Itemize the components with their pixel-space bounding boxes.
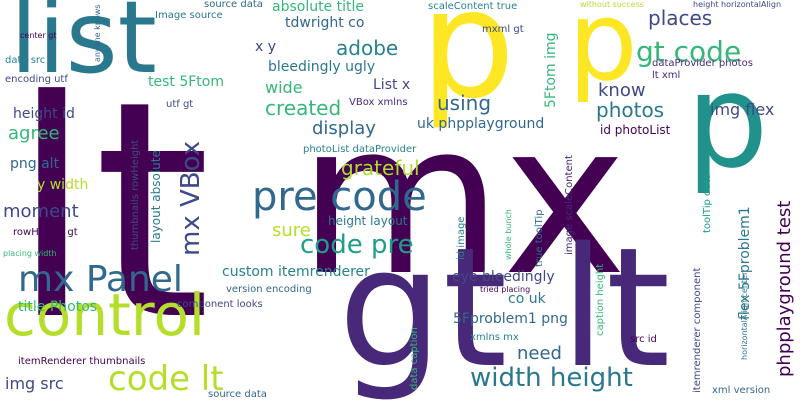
word-mx: mx xyxy=(298,77,627,322)
word-code-pre: code pre xyxy=(300,230,414,260)
word-image-scalecontent: image scaleContent xyxy=(564,155,575,255)
word-adobe: adobe xyxy=(336,36,399,60)
word-encoding-utf: encoding utf xyxy=(5,74,68,85)
word-mx-panel: mx Panel xyxy=(18,259,183,300)
word-source-data-bottom: source data xyxy=(208,389,267,400)
word-xml-version: xml version xyxy=(712,385,771,396)
word-p-teal: p xyxy=(686,45,769,197)
word-bleedingly-ugly: bleedingly ugly xyxy=(268,59,376,75)
word-mxml-gt: mxml gt xyxy=(482,24,524,35)
word-5ftom-img: 5Ftom img xyxy=(543,32,559,108)
word-caption-height: caption height xyxy=(595,263,606,336)
word-scalecontent-true: scaleContent true xyxy=(428,1,518,12)
word-component-looks: component looks xyxy=(177,299,263,310)
word-whole-bunch: whole bunch xyxy=(504,209,513,260)
word-id-image: id image xyxy=(456,216,467,260)
word-vbox-xmlns: VBox xmlns xyxy=(349,97,408,108)
word-need: need xyxy=(517,343,562,364)
word-utf-gt: utf gt xyxy=(166,99,194,110)
word-mx-vbox: mx VBox xyxy=(176,140,206,256)
word-co-uk: co uk xyxy=(508,291,546,307)
word-5fproblem1-png: 5Fproblem1 png xyxy=(453,311,568,327)
word-tdwright-co: tdwright co xyxy=(285,15,365,31)
word-grateful: grateful xyxy=(341,156,420,180)
word-list: list xyxy=(10,0,157,96)
word-id-photolist: id photoList xyxy=(600,123,671,137)
word-without-success: without success xyxy=(580,0,644,9)
word-height-id: height id xyxy=(13,106,75,122)
word-created: created xyxy=(265,96,342,120)
word-test-5ftom: test 5Ftom xyxy=(148,74,224,90)
word-wide: wide xyxy=(265,78,303,97)
word-img-src: img src xyxy=(5,374,64,393)
word-moment: moment xyxy=(3,201,79,222)
word-source-data-top: source data xyxy=(204,0,263,10)
word-y-width: y width xyxy=(37,177,89,193)
word-uk-phpplayground: uk phpplayground xyxy=(417,116,545,132)
word-display: display xyxy=(312,118,376,139)
word-tooltip-data: toolTip data xyxy=(702,173,713,233)
word-src-id: src id xyxy=(630,334,657,345)
word-tried-placing: tried placing xyxy=(480,285,531,294)
word-pre-code: pre code xyxy=(252,174,427,220)
word-using: using xyxy=(437,91,492,115)
word-phpplayground-test: phpplayground test xyxy=(774,200,795,377)
word-title-photos: title Photos xyxy=(18,299,98,315)
word-agree: agree xyxy=(8,123,60,144)
word-lt: lt xyxy=(10,37,211,386)
word-width-height: width height xyxy=(470,363,633,393)
word-p-large: p xyxy=(420,0,516,132)
word-gt-lt: gt lt xyxy=(338,212,671,400)
word-x-y: x y xyxy=(255,39,277,55)
word-dataprovider-photos: dataProvider photos xyxy=(652,58,753,69)
word-thumbnails-rowheight: thumbnails rowHeight xyxy=(130,139,141,250)
word-know: know xyxy=(598,80,646,101)
word-itemrenderer-component: itemrenderer component xyxy=(692,267,703,393)
word-code-lt: code lt xyxy=(108,359,224,399)
word-xmlns-mx: xmlns mx xyxy=(470,332,519,343)
word-list-x: List x xyxy=(373,77,411,93)
word-p-medium: p xyxy=(568,0,638,105)
word-anyone-knows: anyone knows xyxy=(93,4,102,62)
word-true-tooltip: true toolTip xyxy=(534,209,545,267)
word-gt-code: gt code xyxy=(636,35,742,68)
word-data-src: data src xyxy=(5,55,46,66)
word-absolute-title: absolute title xyxy=(272,0,365,15)
word-horizontalalign-center: horizontalAlign center xyxy=(740,271,749,360)
word-lt-xml: lt xml xyxy=(652,70,681,81)
word-rowheight-gt: rowHeight gt xyxy=(13,227,78,238)
word-photos: photos xyxy=(596,98,665,122)
word-itemrenderer-thumbnails: itemRenderer thumbnails xyxy=(18,356,146,367)
word-placing-width: placing width xyxy=(3,249,57,258)
word-version-encoding: version encoding xyxy=(226,284,312,295)
word-photolist-dataprovider: photoList dataProvider xyxy=(303,144,417,155)
word-height-horizontalalign: height horizontalAlign xyxy=(693,0,782,9)
word-layout-absolute: layout absolute xyxy=(149,150,163,243)
word-control: control xyxy=(4,281,206,349)
word-image-source: Image source xyxy=(155,10,223,21)
word-data-caption: data caption xyxy=(409,327,420,390)
word-sure: sure xyxy=(272,220,311,241)
word-custom-itemrenderer: custom itemrenderer xyxy=(222,264,370,280)
word-png-alt: png alt xyxy=(10,156,60,172)
word-places: places xyxy=(648,6,713,30)
word-eye-bleedingly: eye bleedingly xyxy=(452,269,555,285)
word-center-gt: center gt xyxy=(20,31,57,40)
word-img-flex: img flex xyxy=(710,100,775,119)
word-height-layout: height layout xyxy=(328,214,408,228)
